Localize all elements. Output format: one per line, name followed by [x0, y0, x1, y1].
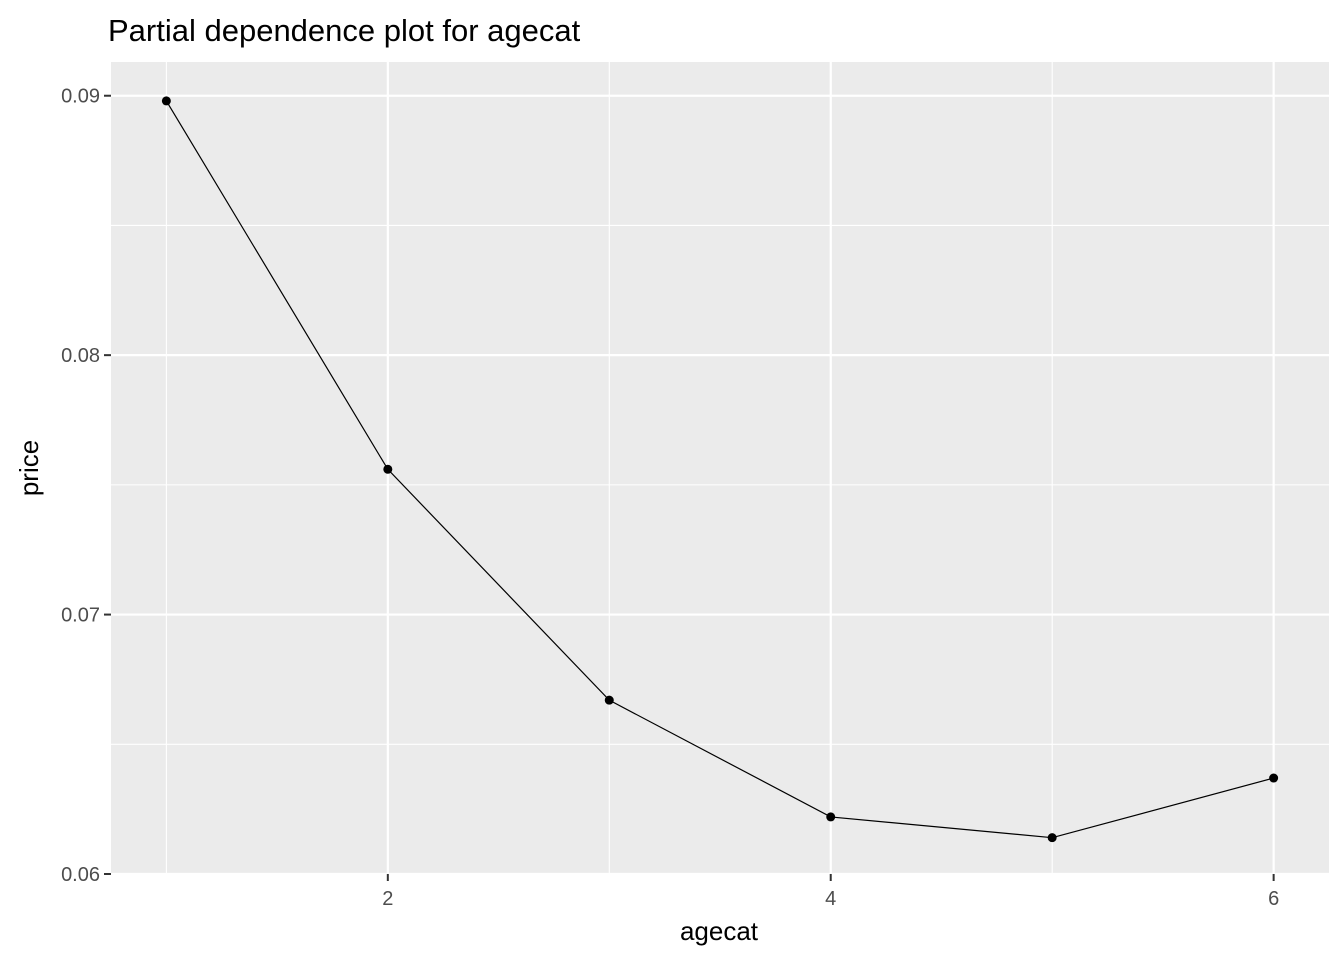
- x-tick-label: 6: [1268, 888, 1279, 910]
- data-points: [161, 96, 1279, 843]
- y-tick-label: 0.09: [61, 86, 100, 108]
- y-tick-label: 0.07: [61, 605, 100, 627]
- series-line: [165, 100, 1274, 839]
- y-axis-title: price: [14, 440, 44, 496]
- data-point: [826, 812, 836, 822]
- data-point: [383, 464, 393, 474]
- major-gridlines: [111, 62, 1329, 876]
- data-point: [161, 96, 171, 106]
- series: [165, 100, 1274, 839]
- data-point: [604, 695, 614, 705]
- plot-panel: [111, 62, 1329, 874]
- x-axis: 2 4 6: [382, 874, 1279, 910]
- y-tick-label: 0.08: [61, 345, 100, 367]
- minor-gridlines: [111, 62, 1329, 874]
- y-axis: 0.06 0.07 0.08 0.09: [61, 86, 111, 886]
- y-tick-label: 0.06: [61, 864, 100, 886]
- data-point: [1269, 773, 1279, 783]
- x-tick-label: 2: [382, 888, 393, 910]
- x-tick-label: 4: [825, 888, 836, 910]
- chart-title: Partial dependence plot for agecat: [108, 13, 581, 48]
- x-axis-title: agecat: [680, 916, 759, 946]
- data-point: [1047, 833, 1057, 843]
